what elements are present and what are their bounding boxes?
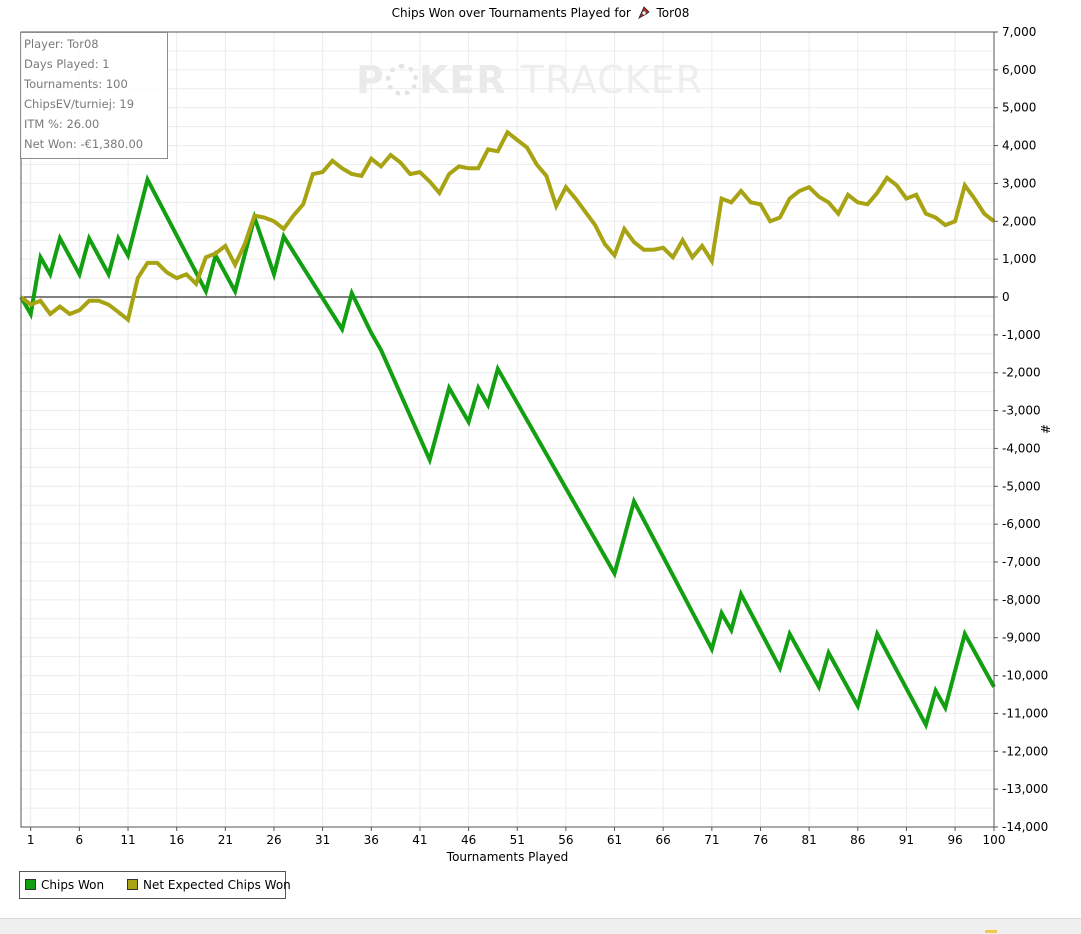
y-tick-label: -14,000 <box>1002 820 1048 834</box>
legend-swatch-net-expected <box>127 879 138 890</box>
x-tick-label: 71 <box>704 833 719 847</box>
x-tick-label: 76 <box>753 833 768 847</box>
y-tick-label: -6,000 <box>1002 517 1041 531</box>
stat-player: Player: Tor08 <box>24 37 99 51</box>
x-tick-label: 1 <box>27 833 35 847</box>
legend-label-chips-won: Chips Won <box>41 878 105 892</box>
legend-label-net-expected: Net Expected Chips Won <box>143 878 291 892</box>
x-tick-label: 36 <box>364 833 379 847</box>
plot-area-border <box>20 31 995 828</box>
player-stats-box: Player: Tor08 Days Played: 1 Tournaments… <box>20 32 168 159</box>
legend-swatch-chips-won <box>25 879 36 890</box>
x-tick-label: 31 <box>315 833 330 847</box>
watermark-tracker: TRACKER <box>520 58 704 102</box>
x-tick-label: 81 <box>801 833 816 847</box>
x-tick-label: 26 <box>266 833 281 847</box>
legend-item-net-expected[interactable]: Net Expected Chips Won <box>127 878 291 892</box>
series-line-chips-won <box>19 174 996 731</box>
watermark-p: P <box>356 58 385 102</box>
y-tick-label: 1,000 <box>1002 252 1036 266</box>
poker-chip-icon <box>385 64 418 96</box>
pokertracker-watermark: P KER TRACKER <box>356 58 703 102</box>
y-tick-label: 5,000 <box>1002 101 1036 115</box>
stat-chipsev: ChipsEV/turniej: 19 <box>24 97 135 111</box>
y-tick-label: -1,000 <box>1002 328 1041 342</box>
y-tick-label: 3,000 <box>1002 176 1036 190</box>
y-axis-ticks: 7,000 6,000 5,000 4,000 3,000 2,000 1,000 0 -1,0… <box>994 25 1048 834</box>
y-tick-label: -10,000 <box>1002 669 1048 683</box>
x-tick-label: 100 <box>983 833 1006 847</box>
x-tick-label: 51 <box>510 833 525 847</box>
y-tick-label: -2,000 <box>1002 366 1041 380</box>
x-tick-label: 21 <box>218 833 233 847</box>
y-tick-label: -11,000 <box>1002 706 1048 720</box>
series-line-net-expected-chips-won <box>19 129 996 324</box>
y-tick-label: -7,000 <box>1002 555 1041 569</box>
window-status-bar <box>0 918 1081 934</box>
chart-title-text: Chips Won over Tournaments Played for <box>391 6 631 20</box>
y-axis-label: # <box>1038 424 1052 435</box>
y-tick-label: 2,000 <box>1002 214 1036 228</box>
series-layer <box>19 129 996 731</box>
status-bar-accent <box>985 930 997 933</box>
x-tick-label: 86 <box>850 833 865 847</box>
x-tick-label: 61 <box>607 833 622 847</box>
y-tick-label: 4,000 <box>1002 139 1036 153</box>
chart-legend: Chips Won Net Expected Chips Won <box>19 871 291 899</box>
stat-tournaments: Tournaments: 100 <box>24 77 128 91</box>
y-tick-label: -9,000 <box>1002 631 1041 645</box>
x-tick-label: 6 <box>76 833 84 847</box>
x-tick-label: 16 <box>169 833 184 847</box>
y-tick-label: 7,000 <box>1002 25 1036 39</box>
y-tick-label: -4,000 <box>1002 441 1041 455</box>
pokerstars-logo-icon <box>637 6 650 19</box>
x-tick-label: 96 <box>947 833 962 847</box>
y-tick-label: -12,000 <box>1002 744 1048 758</box>
y-tick-label: -3,000 <box>1002 404 1041 418</box>
x-axis-ticks: 1 6 11 16 21 26 31 36 41 46 51 56 61 66 71 76 81 86 91 96 10… <box>27 827 1006 847</box>
y-tick-label: 6,000 <box>1002 63 1036 77</box>
x-tick-label: 11 <box>120 833 135 847</box>
y-tick-label: -8,000 <box>1002 593 1041 607</box>
y-tick-label: -13,000 <box>1002 782 1048 796</box>
chart-title-player: Tor08 <box>656 6 690 20</box>
stat-days-played: Days Played: 1 <box>24 57 110 71</box>
x-tick-label: 46 <box>461 833 476 847</box>
y-tick-label: -5,000 <box>1002 479 1041 493</box>
stat-net-won: Net Won: -€1,380.00 <box>24 137 144 151</box>
legend-item-chips-won[interactable]: Chips Won <box>25 878 104 892</box>
x-tick-label: 56 <box>558 833 573 847</box>
x-tick-label: 91 <box>899 833 914 847</box>
x-tick-label: 66 <box>656 833 671 847</box>
y-tick-label: 0 <box>1002 290 1010 304</box>
stat-itm: ITM %: 26.00 <box>24 117 100 131</box>
chart-title: Chips Won over Tournaments Played for To… <box>0 6 1081 20</box>
x-axis-label: Tournaments Played <box>446 850 569 864</box>
watermark-ker: KER <box>418 58 507 102</box>
x-tick-label: 41 <box>412 833 427 847</box>
